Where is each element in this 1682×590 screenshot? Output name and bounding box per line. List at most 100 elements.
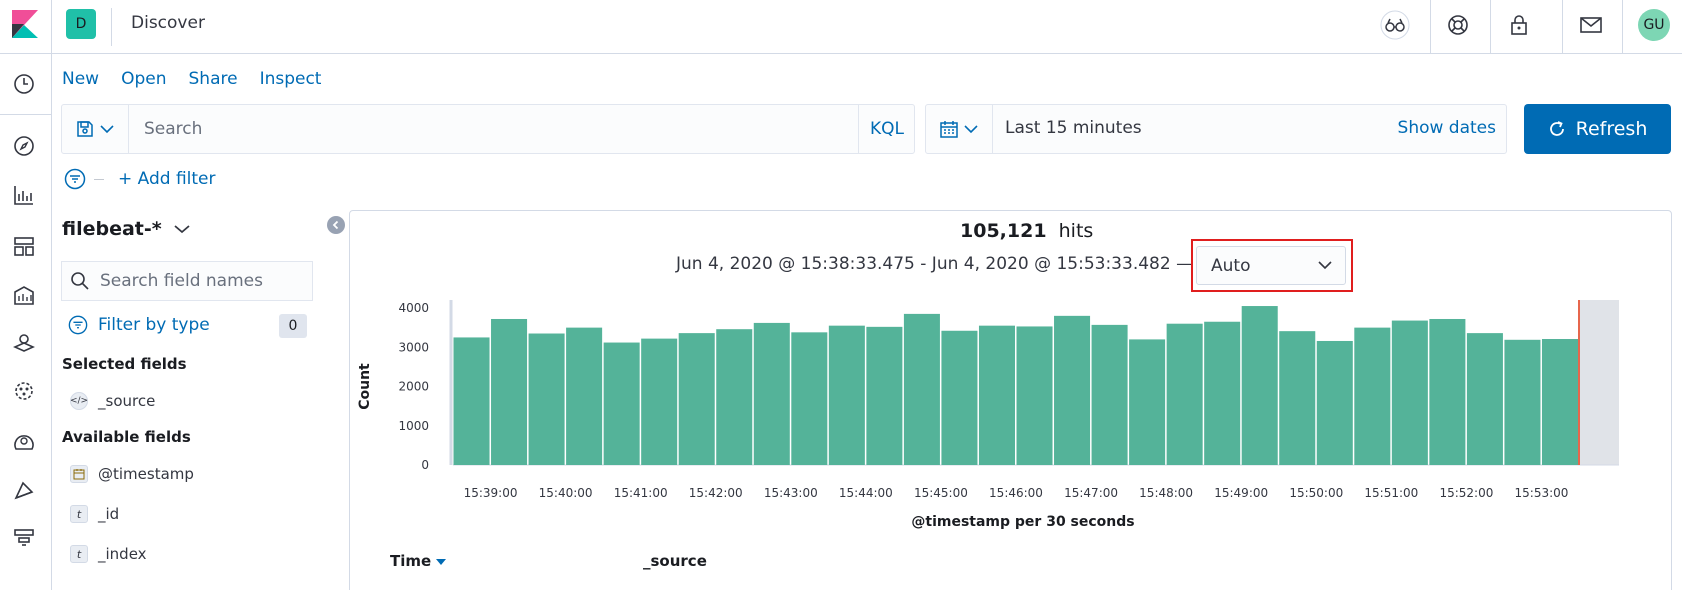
share-button[interactable]: Share [188, 69, 238, 89]
interval-value: Auto [1211, 255, 1251, 276]
mail-icon[interactable] [1574, 8, 1608, 42]
open-button[interactable]: Open [121, 69, 167, 89]
text-type-icon: t [70, 545, 88, 563]
canvas-icon[interactable] [6, 277, 42, 313]
field-item-id[interactable]: t _id [70, 505, 119, 523]
x-tick-label: 15:45:00 [914, 486, 968, 500]
x-tick-label: 15:44:00 [839, 486, 893, 500]
field-item-index[interactable]: t _index [70, 545, 147, 563]
lock-icon[interactable] [1502, 8, 1536, 42]
logs-icon[interactable] [6, 472, 42, 508]
user-avatar[interactable]: GU [1638, 9, 1670, 41]
discover-compass-icon[interactable] [6, 128, 42, 164]
histogram-bar [1391, 320, 1428, 465]
time-range-label[interactable]: Last 15 minutes [1005, 118, 1142, 138]
nav-divider [0, 114, 51, 115]
x-tick-label: 15:52:00 [1439, 486, 1493, 500]
refresh-icon [1549, 121, 1564, 136]
histogram-bar [828, 325, 865, 465]
histogram-bar [1091, 324, 1128, 465]
histogram-bar [641, 338, 678, 465]
x-tick-label: 15:46:00 [989, 486, 1043, 500]
x-axis-title: @timestamp per 30 seconds [911, 514, 1134, 530]
y-tick-label: 4000 [398, 301, 429, 315]
time-column-header[interactable]: Time [390, 552, 447, 570]
help-lifebuoy-icon[interactable] [1441, 8, 1475, 42]
y-tick-label: 1000 [398, 419, 429, 433]
recent-clock-icon[interactable] [6, 66, 42, 102]
header-divider [1430, 0, 1431, 54]
hits-count: 105,121 hits [960, 220, 1093, 242]
inspect-button[interactable]: Inspect [259, 69, 322, 89]
new-button[interactable]: New [62, 69, 100, 89]
search-input[interactable] [130, 105, 830, 153]
out-of-range-area [1579, 300, 1619, 465]
uptime-icon[interactable] [6, 423, 42, 459]
maps-icon[interactable] [6, 325, 42, 361]
histogram-bar [753, 322, 790, 465]
x-tick-label: 15:42:00 [689, 486, 743, 500]
date-range-text: Jun 4, 2020 @ 15:38:33.475 - Jun 4, 2020… [676, 254, 1194, 274]
x-tick-label: 15:50:00 [1289, 486, 1343, 500]
filter-count-badge: 0 [279, 314, 307, 338]
date-picker: Last 15 minutes Show dates [925, 104, 1507, 154]
y-axis-title: Count [357, 363, 373, 410]
dashboard-icon[interactable] [6, 228, 42, 264]
selected-fields-title: Selected fields [62, 355, 187, 373]
header-divider [111, 8, 112, 46]
histogram-bar [1054, 315, 1091, 465]
histogram-bar [1429, 318, 1466, 465]
refresh-button[interactable]: Refresh [1524, 104, 1671, 154]
top-nav-menu: New Open Share Inspect [62, 69, 321, 89]
add-filter-button[interactable]: + Add filter [118, 169, 216, 189]
field-item-timestamp[interactable]: @timestamp [70, 465, 194, 483]
query-language-button[interactable]: KQL [858, 105, 915, 153]
histogram-bar [566, 327, 603, 465]
help-glasses-icon[interactable] [1378, 8, 1412, 42]
histogram-bar [453, 337, 490, 465]
space-avatar[interactable]: D [66, 9, 96, 39]
show-dates-link[interactable]: Show dates [1397, 118, 1496, 138]
histogram-bar [1129, 339, 1166, 465]
nav-divider [51, 0, 52, 590]
visualize-icon[interactable] [6, 177, 42, 213]
field-name: @timestamp [98, 465, 194, 483]
index-pattern-label: filebeat-* [62, 218, 162, 240]
histogram-bar [1016, 326, 1053, 465]
x-tick-label: 15:39:00 [464, 486, 518, 500]
x-tick-label: 15:41:00 [614, 486, 668, 500]
index-pattern-selector[interactable]: filebeat-* [62, 218, 190, 240]
y-tick-label: 3000 [398, 340, 429, 354]
collapse-sidebar-button[interactable] [327, 216, 345, 234]
interval-select[interactable]: Auto [1196, 246, 1346, 285]
histogram-bar [603, 342, 640, 465]
saved-query-button[interactable] [62, 105, 129, 153]
apm-icon[interactable] [6, 520, 42, 556]
code-icon: </> [70, 392, 88, 410]
hits-label: hits [1058, 220, 1094, 242]
histogram-bar [903, 313, 940, 465]
header-divider [1562, 0, 1563, 54]
histogram-bar [1541, 339, 1578, 465]
ml-icon[interactable] [6, 373, 42, 409]
x-tick-label: 15:40:00 [539, 486, 593, 500]
histogram-bar [678, 333, 715, 465]
histogram-chart[interactable]: 0 1000 2000 3000 4000 15:39:00 15:40:00 15:41:0… [349, 290, 1669, 535]
header-divider [1490, 0, 1491, 54]
search-icon [71, 272, 89, 290]
x-tick-label: 15:47:00 [1064, 486, 1118, 500]
histogram-bar [791, 332, 828, 465]
histogram-bar [491, 318, 528, 465]
refresh-label: Refresh [1575, 118, 1648, 140]
quick-menu-button[interactable] [926, 105, 993, 153]
filter-options-icon[interactable] [64, 168, 86, 190]
user-initials: GU [1643, 17, 1665, 33]
search-field-names-input[interactable] [100, 262, 310, 300]
filter-by-type-button[interactable]: Filter by type [68, 315, 210, 335]
space-initial: D [75, 16, 87, 32]
filter-divider [94, 178, 104, 180]
field-item-source[interactable]: </> _source [70, 392, 155, 410]
kibana-logo-icon[interactable] [8, 8, 42, 42]
text-type-icon: t [70, 505, 88, 523]
chevron-left-icon [332, 220, 339, 230]
